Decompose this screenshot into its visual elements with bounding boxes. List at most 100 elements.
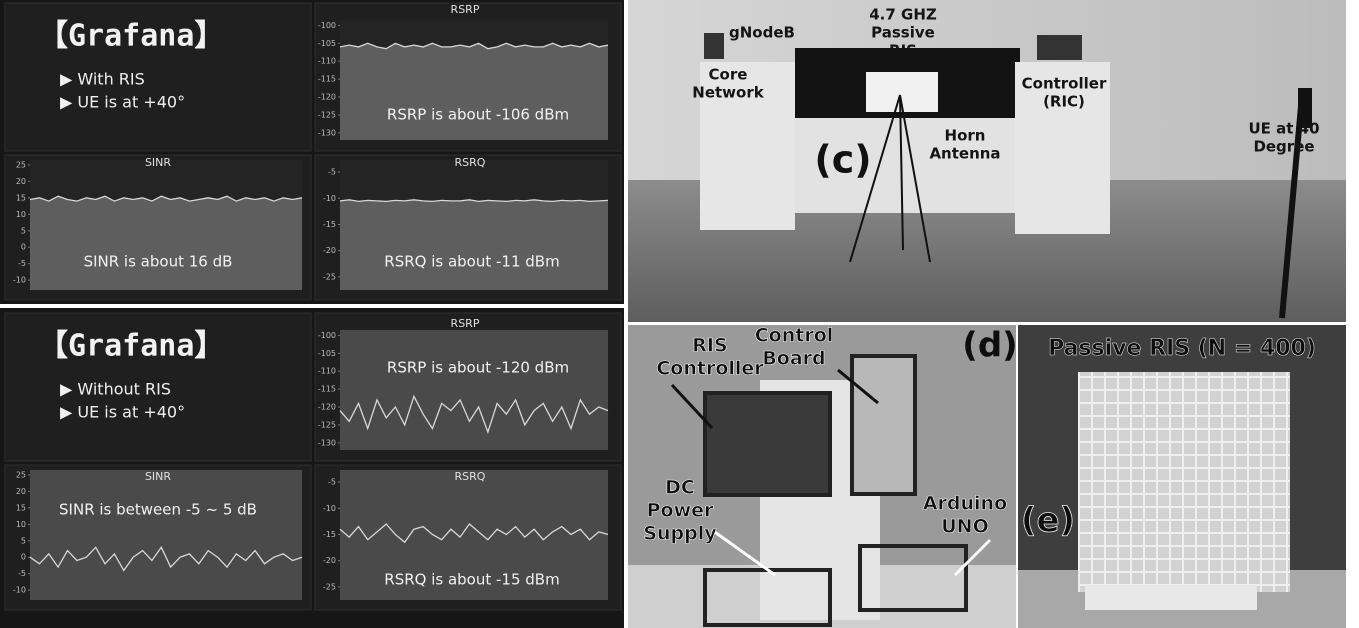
line bbox=[29, 546, 303, 572]
y-tick-label: -5 bbox=[18, 259, 26, 268]
y-tick-label: 25 bbox=[16, 470, 26, 479]
y-tick-label: 15 bbox=[16, 193, 26, 202]
y-tick-label: -125 bbox=[318, 420, 336, 429]
line bbox=[29, 195, 303, 202]
chart-title: RSRQ bbox=[455, 470, 486, 483]
plot-area bbox=[30, 470, 302, 600]
y-tick-label: -25 bbox=[323, 272, 336, 281]
area bbox=[340, 199, 608, 290]
y-tick-label: 0 bbox=[21, 243, 26, 252]
callout: Core bbox=[709, 66, 748, 84]
y-tick-label: 10 bbox=[16, 520, 26, 529]
y-tick-label: -125 bbox=[318, 110, 336, 119]
y-tick-label: -110 bbox=[318, 367, 336, 376]
y-tick-label: -120 bbox=[318, 93, 336, 102]
callout: Board bbox=[762, 348, 825, 370]
callout: UNO bbox=[941, 516, 988, 538]
y-tick-label: -115 bbox=[318, 75, 336, 84]
photo-c bbox=[628, 0, 1346, 322]
app-name: 【Grafana】 bbox=[38, 19, 224, 54]
callout: RIS bbox=[889, 42, 917, 60]
panel-frame bbox=[4, 312, 312, 462]
photo-title: Passive RIS (N = 400) bbox=[1048, 336, 1316, 361]
y-tick-label: -130 bbox=[318, 128, 336, 137]
note: ▶ UE is at +40° bbox=[60, 93, 185, 112]
y-tick-label: -120 bbox=[318, 403, 336, 412]
note: ▶ With RIS bbox=[60, 70, 145, 89]
annotation: RSRQ is about -11 dBm bbox=[384, 253, 559, 271]
y-tick-label: -10 bbox=[13, 276, 26, 285]
y-tick-label: -5 bbox=[328, 168, 336, 177]
chart-title: RSRQ bbox=[455, 156, 486, 169]
y-tick-label: 20 bbox=[16, 487, 26, 496]
callout: Control bbox=[755, 325, 834, 347]
callout: Horn bbox=[945, 127, 986, 145]
y-tick-label: -15 bbox=[323, 530, 336, 539]
chart-title: SINR bbox=[145, 470, 171, 483]
photo-label: (d) bbox=[962, 326, 1017, 366]
y-tick-label: 20 bbox=[16, 177, 26, 186]
y-tick-label: -105 bbox=[318, 349, 336, 358]
area bbox=[340, 43, 608, 140]
y-tick-label: -10 bbox=[13, 586, 26, 595]
y-tick-label: -100 bbox=[318, 331, 336, 340]
line bbox=[339, 199, 609, 203]
y-tick-label: -5 bbox=[18, 569, 26, 578]
callout: Controller bbox=[1022, 75, 1107, 93]
callout: (RIC) bbox=[1043, 93, 1085, 111]
y-tick-label: 10 bbox=[16, 210, 26, 219]
callout: Supply bbox=[643, 523, 717, 545]
y-tick-label: 5 bbox=[21, 226, 26, 235]
line bbox=[339, 523, 609, 544]
photo-e bbox=[1018, 325, 1346, 628]
callout: 4.7 GHZ bbox=[869, 6, 937, 24]
y-tick-label: -5 bbox=[328, 478, 336, 487]
y-tick-label: -105 bbox=[318, 39, 336, 48]
chart-title: SINR bbox=[145, 156, 171, 169]
callout: DC bbox=[665, 477, 695, 499]
y-tick-label: -10 bbox=[323, 194, 336, 203]
area bbox=[30, 196, 302, 290]
chart-title: RSRP bbox=[451, 3, 480, 16]
y-tick-label: 15 bbox=[16, 503, 26, 512]
annotation: RSRP is about -120 dBm bbox=[387, 359, 569, 377]
callout: Arduino bbox=[923, 493, 1007, 515]
y-tick-label: -10 bbox=[323, 504, 336, 513]
y-tick-label: -130 bbox=[318, 438, 336, 447]
y-tick-label: 5 bbox=[21, 536, 26, 545]
y-tick-label: 25 bbox=[16, 160, 26, 169]
annotation: SINR is between -5 ~ 5 dB bbox=[59, 501, 257, 519]
y-tick-label: -115 bbox=[318, 385, 336, 394]
annotation: RSRP is about -106 dBm bbox=[387, 106, 569, 124]
photo-d bbox=[628, 325, 1016, 628]
y-tick-label: 0 bbox=[21, 553, 26, 562]
annotation: SINR is about 16 dB bbox=[84, 253, 233, 271]
plot-area bbox=[340, 470, 608, 600]
app-name: 【Grafana】 bbox=[38, 329, 224, 364]
line bbox=[339, 42, 609, 50]
callout: Network bbox=[692, 84, 764, 102]
photo-label: (e) bbox=[1021, 501, 1075, 541]
callout: UE at 40 bbox=[1248, 120, 1319, 138]
y-tick-label: -20 bbox=[323, 556, 336, 565]
callout: gNodeB bbox=[729, 24, 795, 42]
line bbox=[339, 394, 609, 435]
y-tick-label: -100 bbox=[318, 21, 336, 30]
callout: Degree bbox=[1253, 138, 1314, 156]
callout: Passive bbox=[871, 24, 935, 42]
callout: Power bbox=[647, 500, 714, 522]
plot-area bbox=[340, 330, 608, 450]
y-tick-label: -20 bbox=[323, 246, 336, 255]
y-tick-label: -110 bbox=[318, 57, 336, 66]
y-tick-label: -15 bbox=[323, 220, 336, 229]
panel-frame bbox=[4, 2, 312, 152]
annotation: RSRQ is about -15 dBm bbox=[384, 571, 559, 589]
callout: RIS bbox=[692, 335, 727, 357]
callout: Controller bbox=[656, 358, 764, 380]
note: ▶ UE is at +40° bbox=[60, 403, 185, 422]
chart-title: RSRP bbox=[451, 317, 480, 330]
y-tick-label: -25 bbox=[323, 582, 336, 591]
callout: Antenna bbox=[929, 145, 1000, 163]
note: ▶ Without RIS bbox=[60, 380, 171, 399]
